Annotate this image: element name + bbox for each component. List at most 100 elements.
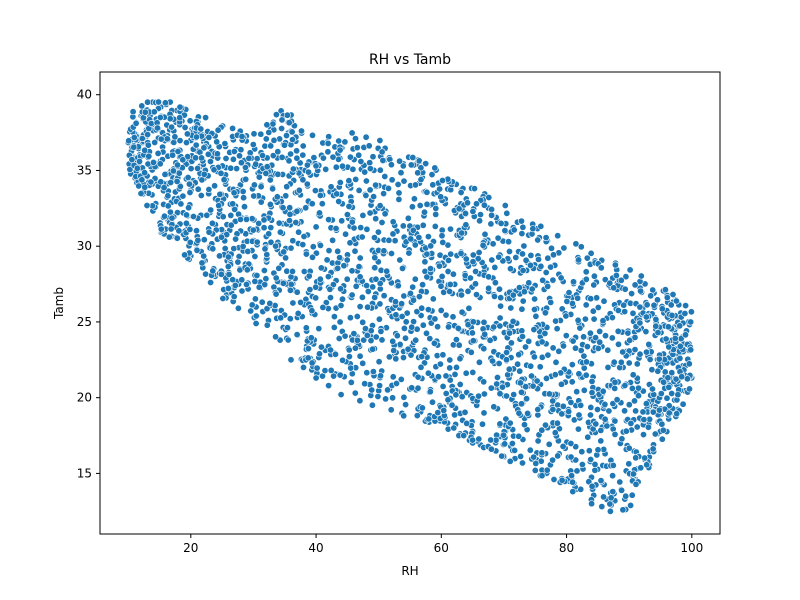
data-point	[549, 397, 557, 405]
data-point	[302, 250, 310, 258]
x-tick-label: 80	[559, 541, 574, 555]
data-point	[198, 259, 206, 267]
data-point	[353, 312, 361, 320]
data-point	[154, 124, 162, 132]
data-point	[322, 165, 330, 173]
data-point	[487, 384, 495, 392]
data-point	[610, 358, 618, 366]
data-point	[430, 339, 438, 347]
data-point	[209, 245, 217, 253]
data-point	[628, 491, 636, 499]
data-point	[468, 329, 476, 337]
data-point	[502, 356, 510, 364]
data-point	[234, 304, 242, 312]
data-point	[132, 119, 140, 127]
data-point	[183, 139, 191, 147]
data-point	[335, 198, 343, 206]
data-point	[516, 367, 524, 375]
data-point	[299, 241, 307, 249]
data-point	[378, 148, 386, 156]
data-point	[316, 191, 324, 199]
data-point	[444, 323, 452, 331]
data-point	[384, 386, 392, 394]
data-point	[472, 291, 480, 299]
data-point	[544, 254, 552, 262]
data-point	[286, 210, 294, 218]
data-point	[653, 296, 661, 304]
data-point	[606, 500, 614, 508]
data-point	[318, 200, 326, 208]
data-point	[542, 234, 550, 242]
data-point	[335, 334, 343, 342]
data-point	[243, 266, 251, 274]
data-point	[260, 266, 268, 274]
data-point	[553, 325, 561, 333]
data-point	[586, 411, 594, 419]
data-point	[170, 138, 178, 146]
data-point	[495, 253, 503, 261]
data-point	[668, 311, 676, 319]
data-point	[625, 444, 633, 452]
data-point	[536, 363, 544, 371]
data-point	[620, 301, 628, 309]
data-point	[436, 185, 444, 193]
data-point	[534, 437, 542, 445]
data-point	[385, 236, 393, 244]
data-point	[356, 273, 364, 281]
data-point	[380, 292, 388, 300]
data-point	[497, 219, 505, 227]
data-point	[637, 287, 645, 295]
data-point	[385, 353, 393, 361]
data-point	[606, 507, 614, 515]
data-point	[583, 343, 591, 351]
data-point	[363, 225, 371, 233]
data-point	[437, 193, 445, 201]
data-point	[403, 309, 411, 317]
data-point	[261, 142, 269, 150]
data-point	[325, 216, 333, 224]
data-point	[409, 154, 417, 162]
data-point	[300, 233, 308, 241]
data-point	[582, 301, 590, 309]
data-point	[618, 486, 626, 494]
data-point	[253, 271, 261, 279]
data-point	[601, 276, 609, 284]
data-point	[363, 369, 371, 377]
data-point	[665, 343, 673, 351]
data-point	[167, 225, 175, 233]
data-point	[534, 255, 542, 263]
data-point	[481, 230, 489, 238]
data-point	[156, 114, 164, 122]
data-point	[474, 255, 482, 263]
data-point	[522, 383, 530, 391]
data-point	[144, 131, 152, 139]
data-point	[487, 445, 495, 453]
data-point	[501, 227, 509, 235]
data-point	[664, 374, 672, 382]
data-point	[679, 400, 687, 408]
data-point	[326, 285, 334, 293]
data-point	[612, 271, 620, 279]
data-point	[348, 291, 356, 299]
data-point	[289, 165, 297, 173]
data-point	[400, 324, 408, 332]
data-point	[283, 111, 291, 119]
data-point	[166, 115, 174, 123]
data-point	[312, 374, 320, 382]
y-tick-label: 25	[77, 315, 92, 329]
data-point	[177, 200, 185, 208]
data-point	[265, 128, 273, 136]
data-point	[169, 151, 177, 159]
data-point	[417, 363, 425, 371]
data-point	[479, 241, 487, 249]
data-point	[182, 219, 190, 227]
data-point	[446, 280, 454, 288]
data-point	[340, 262, 348, 270]
data-point	[475, 392, 483, 400]
data-point	[621, 308, 629, 316]
data-point	[572, 443, 580, 451]
data-point	[575, 256, 583, 264]
data-point	[633, 360, 641, 368]
data-point	[522, 256, 530, 264]
